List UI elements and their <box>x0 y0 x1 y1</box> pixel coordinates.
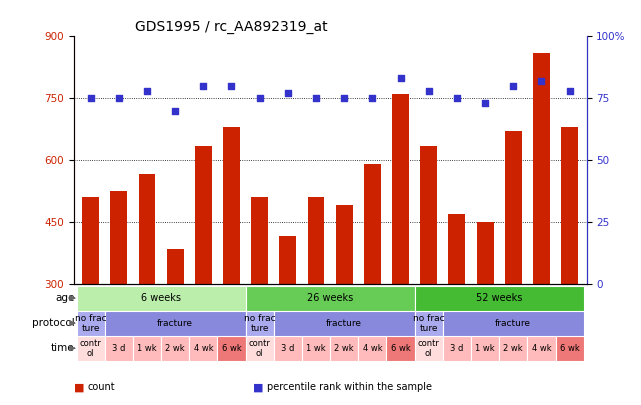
Text: 1 wk: 1 wk <box>137 344 157 353</box>
Text: fracture: fracture <box>495 319 531 328</box>
Bar <box>302 336 330 361</box>
Bar <box>499 336 528 361</box>
Text: 2 wk: 2 wk <box>335 344 354 353</box>
Bar <box>246 336 274 361</box>
Text: contr
ol: contr ol <box>249 339 271 358</box>
Bar <box>104 336 133 361</box>
Text: 52 weeks: 52 weeks <box>476 293 522 303</box>
Bar <box>420 145 437 405</box>
Bar <box>415 311 443 336</box>
Text: ■: ■ <box>74 382 84 392</box>
Bar <box>167 249 183 405</box>
Bar <box>251 197 268 405</box>
Point <box>283 90 293 96</box>
Text: 1 wk: 1 wk <box>306 344 326 353</box>
Text: age: age <box>55 293 74 303</box>
Text: 3 d: 3 d <box>112 344 126 353</box>
Bar <box>415 336 443 361</box>
Text: contr
ol: contr ol <box>418 339 440 358</box>
Text: contr
ol: contr ol <box>79 339 101 358</box>
Text: GDS1995 / rc_AA892319_at: GDS1995 / rc_AA892319_at <box>135 20 328 34</box>
Text: 4 wk: 4 wk <box>194 344 213 353</box>
Bar <box>161 336 189 361</box>
Text: count: count <box>88 382 115 392</box>
Bar <box>104 311 246 336</box>
Point <box>85 95 96 101</box>
Text: no frac
ture: no frac ture <box>413 314 445 333</box>
Point <box>424 87 434 94</box>
Text: percentile rank within the sample: percentile rank within the sample <box>267 382 432 392</box>
Point <box>226 83 237 89</box>
Text: 2 wk: 2 wk <box>503 344 523 353</box>
Bar <box>246 286 415 311</box>
Bar <box>358 336 387 361</box>
Text: ■: ■ <box>253 382 263 392</box>
Bar <box>330 336 358 361</box>
Bar <box>246 311 274 336</box>
Bar <box>82 197 99 405</box>
Point <box>452 95 462 101</box>
Bar <box>443 336 471 361</box>
Bar <box>556 336 584 361</box>
Bar <box>471 336 499 361</box>
Point <box>508 83 519 89</box>
Point <box>565 87 575 94</box>
Text: 4 wk: 4 wk <box>531 344 551 353</box>
Bar <box>477 222 494 405</box>
Point <box>254 95 265 101</box>
Text: 6 wk: 6 wk <box>222 344 242 353</box>
Bar <box>533 53 550 405</box>
Bar <box>392 94 409 405</box>
Text: 1 wk: 1 wk <box>475 344 495 353</box>
Text: 3 d: 3 d <box>450 344 463 353</box>
Point <box>395 75 406 82</box>
Point <box>339 95 349 101</box>
Point <box>311 95 321 101</box>
Text: 26 weeks: 26 weeks <box>307 293 353 303</box>
Bar <box>76 286 246 311</box>
Text: 6 wk: 6 wk <box>560 344 579 353</box>
Bar <box>561 127 578 405</box>
Bar <box>308 197 324 405</box>
Bar <box>138 175 155 405</box>
Text: no frac
ture: no frac ture <box>244 314 276 333</box>
Point <box>480 100 490 107</box>
Text: 3 d: 3 d <box>281 344 294 353</box>
Bar <box>189 336 217 361</box>
Text: 4 wk: 4 wk <box>363 344 382 353</box>
Bar <box>274 336 302 361</box>
Bar <box>76 336 104 361</box>
Bar <box>195 145 212 405</box>
Bar <box>76 311 104 336</box>
Point <box>170 107 180 114</box>
Bar <box>223 127 240 405</box>
Bar <box>528 336 556 361</box>
Bar <box>279 236 296 405</box>
Text: 6 wk: 6 wk <box>390 344 410 353</box>
Text: fracture: fracture <box>326 319 362 328</box>
Point <box>537 78 547 84</box>
Bar <box>274 311 415 336</box>
Text: 6 weeks: 6 weeks <box>141 293 181 303</box>
Bar <box>217 336 246 361</box>
Bar <box>505 131 522 405</box>
Point <box>367 95 378 101</box>
Bar <box>110 191 128 405</box>
Bar <box>415 286 584 311</box>
Point <box>198 83 208 89</box>
Text: fracture: fracture <box>157 319 193 328</box>
Text: 2 wk: 2 wk <box>165 344 185 353</box>
Bar <box>364 164 381 405</box>
Bar <box>449 213 465 405</box>
Bar <box>387 336 415 361</box>
Bar <box>133 336 161 361</box>
Bar <box>443 311 584 336</box>
Point <box>113 95 124 101</box>
Text: protocol: protocol <box>31 318 74 328</box>
Text: time: time <box>51 343 74 353</box>
Point <box>142 87 152 94</box>
Text: no frac
ture: no frac ture <box>75 314 106 333</box>
Bar <box>336 205 353 405</box>
